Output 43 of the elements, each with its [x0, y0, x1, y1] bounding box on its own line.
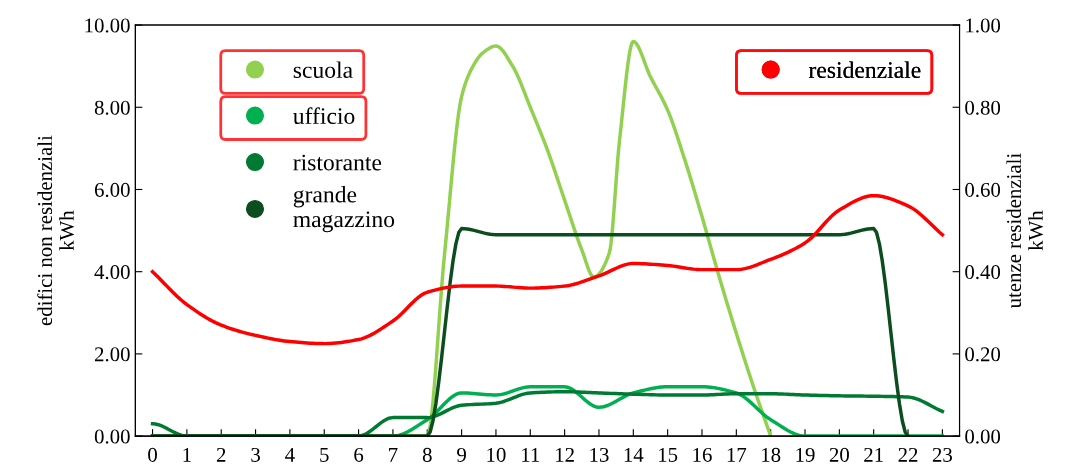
- x-tick-label: 10: [487, 447, 506, 462]
- y-tick-label: 2.00: [94, 347, 130, 362]
- x-tick-label: 18: [762, 447, 781, 462]
- x-tick-label: 19: [796, 447, 815, 462]
- y2-tick-label: 0.20: [965, 347, 1001, 362]
- x-tick-label: 0: [148, 447, 157, 462]
- y-tick-label: 8.00: [94, 100, 130, 115]
- x-tick-label: 23: [932, 447, 952, 462]
- x-tick-label: 20: [829, 447, 849, 462]
- y-tick-label: 6.00: [94, 182, 130, 198]
- x-tick-label: 6: [354, 447, 364, 462]
- x-tick-label: 15: [659, 447, 678, 462]
- x-tick-label: 3: [251, 447, 260, 462]
- x-tick-label: 1: [183, 447, 191, 462]
- legend-label: grande magazzino: [293, 185, 395, 233]
- legend-label: residenziale: [808, 61, 921, 79]
- legend-label: scuola: [293, 61, 353, 79]
- legend-label: ristorante: [293, 154, 382, 171]
- x-tick-label: 9: [457, 447, 466, 462]
- y2-tick-label: 0.60: [965, 182, 1001, 198]
- x-tick-label: 16: [693, 447, 712, 462]
- x-tick-label: 12: [556, 447, 574, 462]
- y2-tick-label: 1.00: [966, 18, 1001, 33]
- y2-tick-label: 0.00: [965, 429, 1001, 444]
- x-tick-label: 14: [624, 447, 644, 462]
- x-tick-label: 7: [389, 448, 398, 462]
- y2-axis-title: utenze residenziali kWh: [1006, 153, 1043, 309]
- x-tick-label: 17: [727, 447, 747, 462]
- x-tick-label: 5: [320, 448, 329, 462]
- x-tick-label: 13: [590, 447, 609, 462]
- y-tick-label: 4.00: [94, 265, 130, 280]
- y-axis-title: edifici non residenziali kWh: [37, 135, 74, 326]
- x-tick-label: 4: [285, 447, 295, 462]
- legend-label: ufficio: [293, 107, 355, 125]
- y-tick-label: 0.00: [94, 429, 130, 444]
- x-tick-label: 11: [522, 447, 540, 462]
- y2-tick-label: 0.40: [965, 265, 1001, 280]
- x-tick-label: 8: [422, 447, 432, 462]
- y2-tick-label: 0.80: [965, 100, 1001, 115]
- x-tick-label: 22: [898, 447, 918, 462]
- y-tick-label: 10.00: [85, 18, 130, 33]
- x-tick-label: 21: [864, 447, 883, 462]
- x-tick-label: 2: [216, 447, 226, 462]
